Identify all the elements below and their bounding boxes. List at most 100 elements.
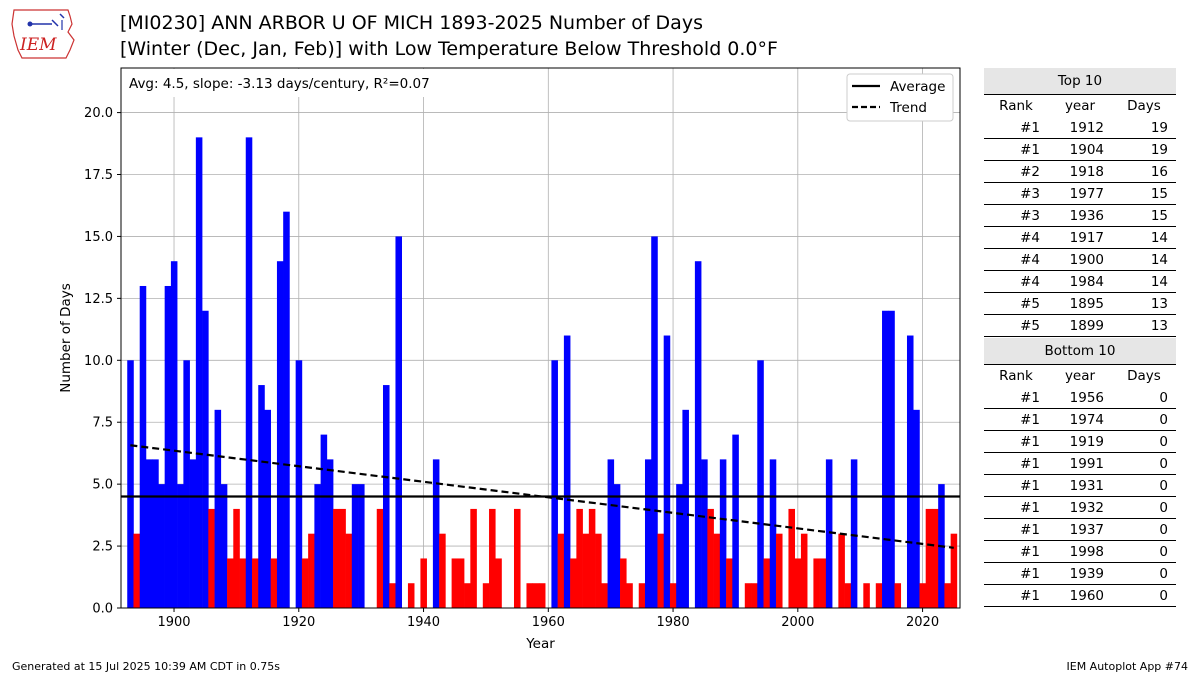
bar (495, 558, 502, 608)
legend-label: Trend (889, 100, 927, 116)
bar (127, 360, 134, 608)
bar (326, 459, 334, 608)
bar (245, 137, 253, 609)
days-cell: 15 (1150, 186, 1168, 202)
bar (906, 335, 914, 608)
header-days: Days (1127, 368, 1161, 384)
bar (208, 508, 215, 608)
bar (233, 508, 240, 608)
bar (538, 583, 546, 608)
x-axis-label: Year (525, 636, 555, 652)
bar (239, 558, 247, 608)
bar (451, 558, 459, 608)
bar (744, 583, 752, 608)
bar (950, 533, 958, 608)
rank-cell: #1 (1020, 522, 1040, 538)
bar (850, 459, 858, 608)
bar (195, 137, 203, 609)
bottom10-title: Bottom 10 (984, 338, 1176, 365)
year-cell: 1956 (1069, 390, 1104, 406)
days-cell: 13 (1150, 296, 1168, 312)
bar (919, 583, 926, 608)
bar (407, 583, 415, 608)
bar (264, 409, 272, 608)
bar (170, 261, 178, 608)
days-cell: 0 (1159, 544, 1168, 560)
bar (838, 533, 845, 608)
y-tick-label: 17.5 (84, 168, 113, 183)
bar (339, 508, 346, 608)
bar (145, 459, 153, 608)
bar (152, 459, 159, 608)
days-cell: 16 (1150, 164, 1168, 180)
table-row: #1 1939 0 (984, 563, 1176, 585)
top10-title: Top 10 (984, 68, 1176, 95)
y-axis-label: Number of Days (58, 283, 74, 393)
stats-annotation: Avg: 4.5, slope: -3.13 days/century, R²=… (129, 76, 430, 92)
bar (214, 409, 222, 608)
year-cell: 1937 (1069, 522, 1104, 538)
year-cell: 1931 (1069, 478, 1104, 494)
bar (220, 484, 228, 608)
year-cell: 1895 (1069, 296, 1104, 312)
rank-cell: #1 (1020, 456, 1040, 472)
rank-cell: #1 (1020, 390, 1040, 406)
annotation-box (122, 69, 448, 97)
bar (626, 583, 633, 608)
rank-cell: #1 (1020, 500, 1040, 516)
bar (894, 583, 902, 608)
header-days: Days (1127, 98, 1161, 114)
bar (420, 558, 427, 608)
x-tick-label: 1960 (532, 615, 565, 630)
bar (775, 533, 783, 608)
bar (532, 583, 540, 608)
year-cell: 1900 (1069, 252, 1104, 268)
x-tick-label: 2020 (906, 615, 939, 630)
bar (464, 583, 471, 608)
year-cell: 1918 (1069, 164, 1104, 180)
rank-cell: #1 (1020, 588, 1040, 604)
table-row: #1 1956 0 (984, 387, 1176, 409)
bar (582, 533, 590, 608)
bar (295, 360, 303, 608)
bar (158, 484, 165, 608)
bar (551, 360, 558, 608)
days-cell: 19 (1150, 120, 1168, 136)
days-cell: 0 (1159, 412, 1168, 428)
top10-header-row: Rank year Days (984, 95, 1176, 117)
bar (601, 583, 608, 608)
rank-cell: #3 (1020, 186, 1040, 202)
table-row: #1 1937 0 (984, 519, 1176, 541)
bar (794, 558, 802, 608)
days-cell: 13 (1150, 318, 1168, 334)
bar (513, 508, 521, 608)
bottom10-header-row: Rank year Days (984, 365, 1176, 387)
bar (682, 409, 689, 608)
bar (657, 533, 664, 608)
bar (819, 558, 827, 608)
table-row: #1 1991 0 (984, 453, 1176, 475)
generated-timestamp: Generated at 15 Jul 2025 10:39 AM CDT in… (12, 660, 280, 673)
bar (177, 484, 184, 608)
bar (620, 558, 627, 608)
bar (283, 211, 290, 608)
bar (931, 508, 939, 608)
bar (613, 484, 621, 608)
days-cell: 0 (1159, 390, 1168, 406)
bar (726, 558, 733, 608)
bar (925, 508, 933, 608)
bar (763, 558, 771, 608)
year-cell: 1939 (1069, 566, 1104, 582)
bar (719, 459, 727, 608)
bar (489, 508, 496, 608)
bar (944, 583, 951, 608)
table-row: #3 1936 15 (984, 205, 1176, 227)
days-cell: 0 (1159, 566, 1168, 582)
bar (439, 533, 446, 608)
bar (676, 484, 683, 608)
x-tick-label: 1920 (282, 615, 315, 630)
days-cell: 19 (1150, 142, 1168, 158)
bar (888, 310, 895, 608)
days-cell: 14 (1150, 274, 1168, 290)
app-credit: IEM Autoplot App #74 (1066, 660, 1189, 673)
